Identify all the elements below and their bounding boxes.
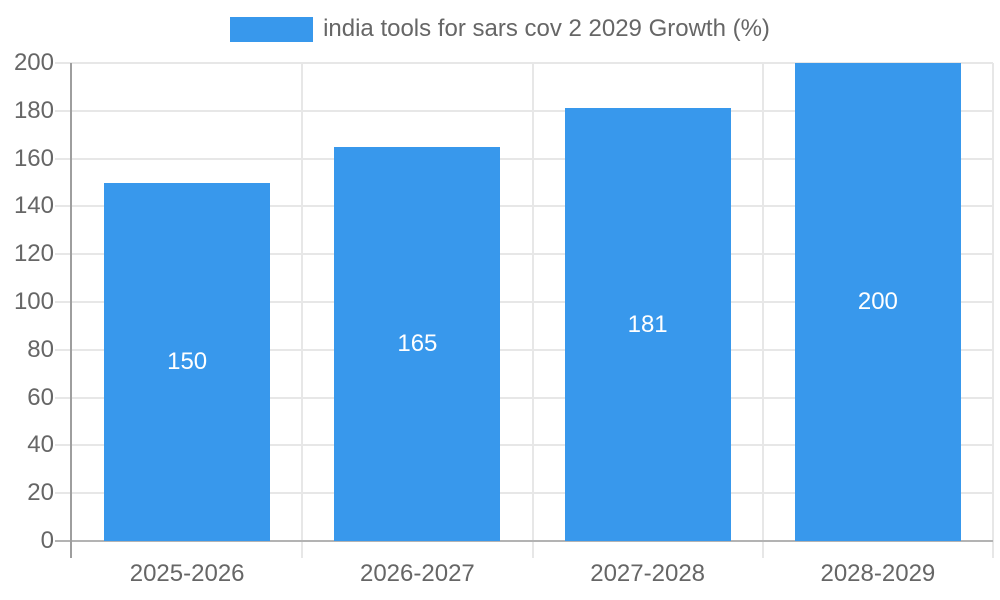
x-tick-mark [531, 541, 534, 558]
y-tick-mark [55, 109, 72, 112]
y-tick-label: 200 [13, 49, 54, 76]
bar-value-label: 181 [627, 310, 668, 338]
y-tick-label: 140 [13, 192, 54, 220]
y-tick-label: 100 [13, 288, 54, 315]
y-tick-mark [55, 157, 72, 160]
x-grid-line [761, 63, 764, 541]
y-tick-label: 160 [13, 144, 54, 172]
bar [334, 146, 501, 541]
x-tick-mark [301, 541, 304, 558]
y-tick-label: 180 [13, 96, 54, 124]
y-tick-mark [55, 396, 72, 399]
y-tick-label: 0 [40, 527, 54, 554]
y-tick-label: 120 [13, 240, 54, 268]
y-tick-mark [55, 301, 72, 303]
legend-item[interactable]: india tools for sars cov 2 2029 Growth (… [0, 15, 1000, 43]
y-tick-mark [55, 253, 72, 256]
x-tick-label: 2027-2028 [590, 560, 706, 587]
x-tick-label: 2026-2027 [359, 560, 475, 587]
x-tick-label: 2028-2029 [820, 560, 936, 587]
y-tick-mark [55, 62, 72, 64]
legend-swatch [230, 16, 314, 42]
legend-label: india tools for sars cov 2 2029 Growth (… [323, 15, 770, 42]
x-tick-mark [761, 541, 764, 558]
bar-value-label: 200 [857, 288, 898, 315]
x-axis-line [55, 540, 993, 542]
y-tick-label: 60 [27, 383, 54, 411]
bar [794, 63, 961, 541]
y-axis-line [70, 63, 72, 558]
bar-value-label: 150 [167, 347, 208, 375]
bar-value-label: 165 [397, 329, 438, 357]
y-tick-label: 40 [27, 431, 54, 459]
y-tick-mark [55, 492, 72, 495]
y-tick-label: 20 [27, 479, 54, 507]
bar [564, 108, 731, 541]
x-grid-line [531, 63, 534, 541]
x-tick-mark [992, 541, 994, 558]
x-tick-label: 2025-2026 [129, 560, 245, 587]
y-tick-mark [55, 205, 72, 208]
y-tick-mark [55, 348, 72, 351]
y-tick-label: 80 [27, 335, 54, 363]
x-grid-line [992, 63, 994, 541]
y-tick-mark [55, 444, 72, 447]
x-grid-line [301, 63, 304, 541]
bar [104, 182, 271, 541]
